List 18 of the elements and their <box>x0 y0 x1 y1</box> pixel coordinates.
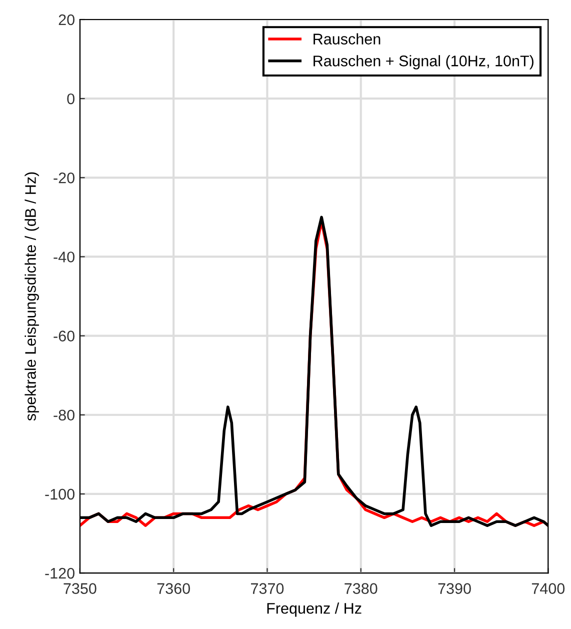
y-tick-label: -20 <box>54 172 74 184</box>
y-tick-label: -100 <box>45 488 74 500</box>
y-tick-label: -80 <box>54 410 74 421</box>
y-axis-title: spektrale Leispungsdichte / (dB / Hz) <box>24 172 39 421</box>
x-tick-label: 7370 <box>251 583 284 594</box>
x-tick-label: 7400 <box>532 583 565 594</box>
y-tick-label: -120 <box>45 568 74 579</box>
y-tick-label: 20 <box>58 14 74 26</box>
y-tick-label: -40 <box>54 252 74 262</box>
x-tick-label: 7380 <box>344 583 378 594</box>
x-tick-label: 7390 <box>438 583 471 594</box>
y-tick-label: -60 <box>54 330 74 342</box>
y-tick-label: 0 <box>67 93 74 104</box>
legend-label: Rauschen <box>314 33 380 44</box>
legend-label: Rauschen + Signal (10Hz, 10nT) <box>314 55 534 70</box>
x-axis-title: Frequenz / Hz <box>267 602 362 617</box>
x-tick-label: 7360 <box>157 583 190 594</box>
x-tick-label: 7350 <box>64 583 96 594</box>
